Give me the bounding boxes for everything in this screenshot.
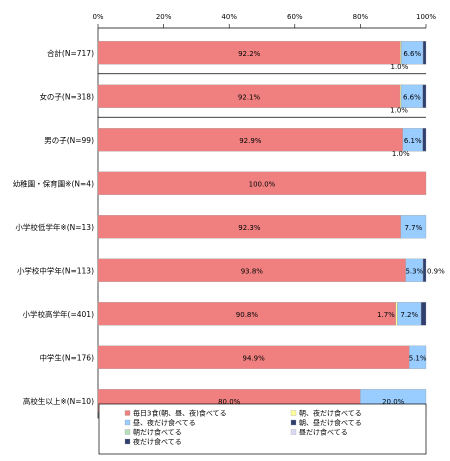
data-label: 6.6% <box>403 50 421 58</box>
legend-swatch <box>124 410 131 416</box>
category-labels: 合計(N=717) 女の子(N=318) 男の子(N=99) 幼稚園・保育園※(N=4… <box>13 48 94 406</box>
legend-label: 毎日3食(朝、昼、夜)食べてる <box>133 409 227 418</box>
category-label: 小学校低学年※(N=13) <box>15 222 94 232</box>
category-label: 小学校中学年(N=113) <box>17 265 94 275</box>
data-label: 1.7% <box>377 311 395 319</box>
data-label: 90.8% <box>236 311 259 319</box>
category-label: 男の子(N=99) <box>44 136 94 145</box>
category-label: 高校生以上※(N=10) <box>23 396 94 406</box>
bar-segment <box>420 302 427 326</box>
category-label: 幼稚園・保育園※(N=4) <box>13 178 94 188</box>
legend-swatch <box>290 410 297 416</box>
bar-segment <box>422 84 427 108</box>
data-label: 100.0% <box>249 180 276 188</box>
data-label: 80.0% <box>218 398 241 406</box>
data-label: 93.8% <box>241 267 264 275</box>
data-labels: 92.2% 6.6% 1.0% 92.1% 6.6% 1.0% 92.9% 6.1% 1.0% 1… <box>218 50 445 406</box>
legend-box <box>98 403 427 455</box>
legend-label: 昼、夜だけ食べてる <box>133 418 196 427</box>
legend-swatch <box>290 419 297 426</box>
legend-label: 昼だけ食べてる <box>299 428 348 437</box>
x-tick-label: 80% <box>353 13 369 21</box>
legend-label: 夜だけ食べてる <box>133 437 182 446</box>
category-label: 合計(N=717) <box>47 48 94 58</box>
legend-label: 朝だけ食べてる <box>133 428 182 437</box>
data-label: 1.0% <box>392 150 410 158</box>
x-tick-label: 100% <box>416 13 436 21</box>
data-label: 0.9% <box>427 267 445 275</box>
bar-segment <box>409 345 427 369</box>
bar-segment <box>395 302 398 326</box>
data-label: 20.0% <box>382 398 405 406</box>
x-tick-label: 0% <box>92 13 103 21</box>
legend-label: 朝、夜だけ食べてる <box>299 409 362 418</box>
legend-swatch <box>290 429 297 435</box>
data-label: 92.9% <box>239 137 262 145</box>
bar-segment <box>422 258 427 282</box>
data-label: 5.3% <box>405 267 423 275</box>
x-tick-label: 20% <box>156 13 172 21</box>
bar-segment <box>97 171 427 195</box>
data-label: 7.2% <box>400 311 418 319</box>
data-label: 6.1% <box>404 137 422 145</box>
data-label: 94.9% <box>243 354 266 362</box>
data-label: 6.6% <box>403 93 421 101</box>
legend-swatch <box>124 419 131 426</box>
legend-swatch <box>124 438 131 445</box>
data-label: 5.1% <box>409 354 427 362</box>
data-label: 1.0% <box>390 106 408 114</box>
bar-segment <box>400 215 427 239</box>
category-label: 女の子(N=318) <box>39 91 94 101</box>
bar-segment <box>422 128 427 152</box>
category-label: 小学校高学年(=401) <box>23 309 95 319</box>
data-label: 92.3% <box>238 224 261 232</box>
data-label: 1.0% <box>391 63 409 71</box>
x-tick-label: 60% <box>287 13 303 21</box>
bar-segment <box>422 41 427 65</box>
data-label: 92.2% <box>238 50 261 58</box>
data-label: 92.1% <box>238 93 261 101</box>
legend-swatch <box>124 429 131 435</box>
legend-label: 朝、昼だけ食べてる <box>299 418 362 427</box>
x-tick-label: 40% <box>221 13 237 21</box>
data-label: 7.7% <box>404 224 422 232</box>
category-label: 中学生(N=176) <box>39 352 94 362</box>
